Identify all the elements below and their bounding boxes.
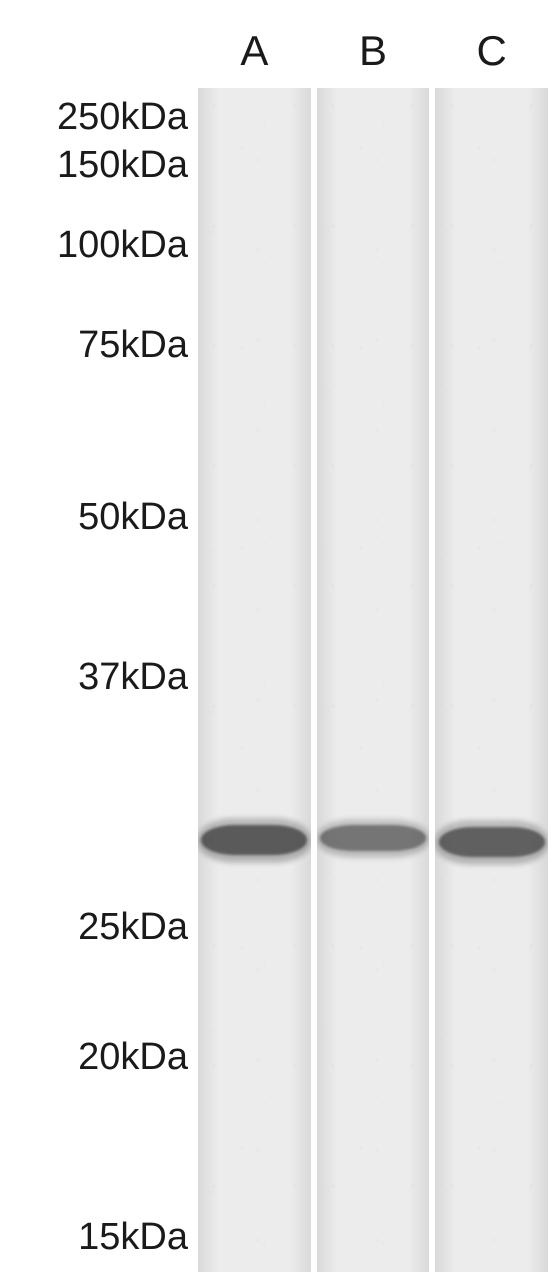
mw-marker-250: 250kDa: [57, 96, 188, 139]
mw-marker-75: 75kDa: [78, 324, 188, 367]
band-lane-c: [439, 827, 545, 857]
lane-b: [317, 88, 430, 1272]
western-blot-figure: A B C 250kDa 150kDa 100kDa 75kDa 50kDa 3…: [0, 0, 555, 1280]
mw-marker-100: 100kDa: [57, 224, 188, 267]
blot-area: [198, 88, 548, 1272]
mw-marker-20: 20kDa: [78, 1036, 188, 1079]
mw-marker-25: 25kDa: [78, 906, 188, 949]
lane-c: [435, 88, 548, 1272]
band-lane-a: [201, 825, 307, 855]
lane-label-b: B: [353, 27, 393, 75]
lane-label-c: C: [472, 27, 512, 75]
mw-marker-50: 50kDa: [78, 496, 188, 539]
lane-a: [198, 88, 311, 1272]
mw-marker-37: 37kDa: [78, 656, 188, 699]
lane-label-a: A: [234, 27, 274, 75]
mw-marker-15: 15kDa: [78, 1216, 188, 1259]
band-lane-b: [320, 825, 426, 851]
lane-grain: [317, 88, 430, 1272]
mw-marker-150: 150kDa: [57, 144, 188, 187]
lane-grain: [435, 88, 548, 1272]
lane-grain: [198, 88, 311, 1272]
